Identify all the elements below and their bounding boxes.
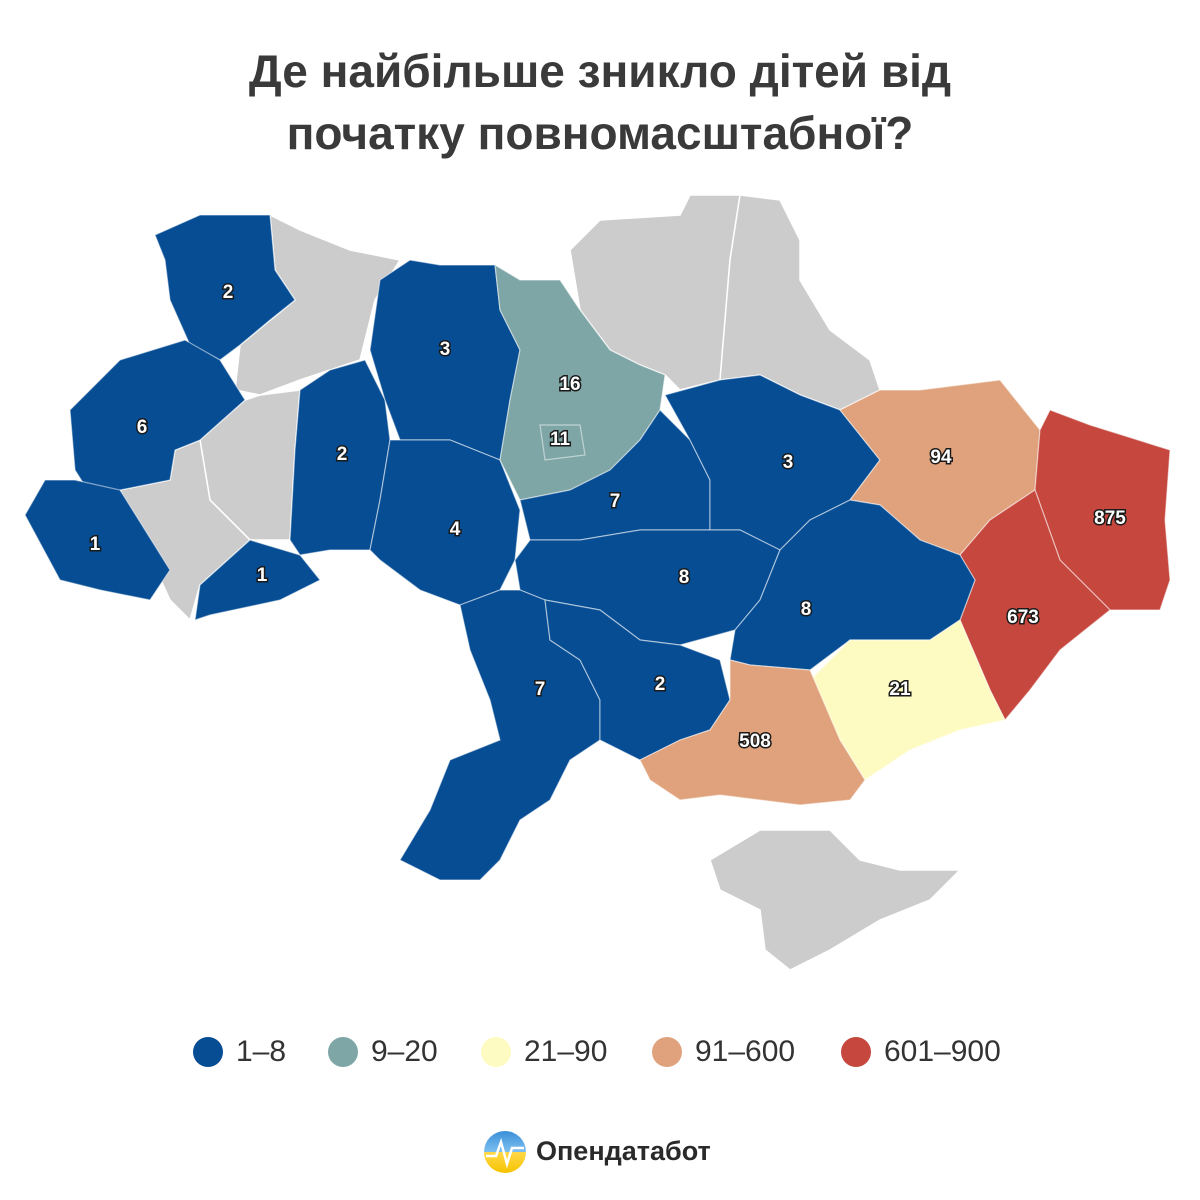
region-value-label: 6 bbox=[137, 417, 148, 438]
region-value-label: 3 bbox=[783, 452, 794, 473]
legend-label: 21–90 bbox=[524, 1035, 607, 1068]
legend-label: 1–8 bbox=[236, 1035, 286, 1068]
region bbox=[154, 214, 296, 361]
legend: 1–8 9–20 21–90 91–600 601–900 bbox=[193, 1035, 1001, 1068]
region-value-label: 94 bbox=[930, 447, 952, 468]
region-value-label: 16 bbox=[559, 374, 580, 395]
data-regions bbox=[24, 214, 1171, 881]
region-value-label: 8 bbox=[679, 567, 690, 588]
region-value-label: 11 bbox=[550, 429, 571, 450]
region bbox=[24, 479, 171, 601]
region-value-label: 8 bbox=[801, 599, 812, 620]
title: Де найбільше зникло дітей від початку по… bbox=[248, 45, 952, 159]
legend-swatch bbox=[481, 1037, 511, 1067]
region-value-label: 7 bbox=[610, 491, 621, 512]
legend-swatch bbox=[193, 1037, 223, 1067]
region-value-label: 4 bbox=[450, 519, 461, 540]
region bbox=[194, 539, 321, 621]
region-value-label: 1 bbox=[90, 534, 101, 555]
legend-label: 601–900 bbox=[884, 1035, 1001, 1068]
legend-swatch bbox=[328, 1037, 358, 1067]
region bbox=[369, 439, 521, 606]
region-value-label: 3 bbox=[440, 339, 451, 360]
region-value-label: 1 bbox=[257, 565, 268, 586]
region-value-label: 875 bbox=[1094, 508, 1126, 529]
region-value-label: 21 bbox=[889, 679, 911, 700]
no-data-regions bbox=[118, 194, 962, 971]
legend-swatch bbox=[841, 1037, 871, 1067]
brand: Опендатабот bbox=[484, 1131, 711, 1173]
legend-swatch bbox=[652, 1037, 682, 1067]
brand-logo-line bbox=[486, 1137, 524, 1169]
region-no-data bbox=[709, 829, 962, 971]
region bbox=[639, 659, 866, 806]
region bbox=[539, 424, 586, 461]
region-value-label: 2 bbox=[223, 282, 234, 303]
region-value-label: 673 bbox=[1007, 607, 1039, 628]
region-value-label: 2 bbox=[337, 444, 348, 465]
region-value-label: 508 bbox=[739, 731, 771, 752]
region-value-label: 7 bbox=[535, 679, 546, 700]
brand-name: Опендатабот bbox=[536, 1136, 711, 1166]
legend-label: 91–600 bbox=[695, 1035, 795, 1068]
region-value-label: 2 bbox=[655, 674, 666, 695]
legend-label: 9–20 bbox=[371, 1035, 438, 1068]
